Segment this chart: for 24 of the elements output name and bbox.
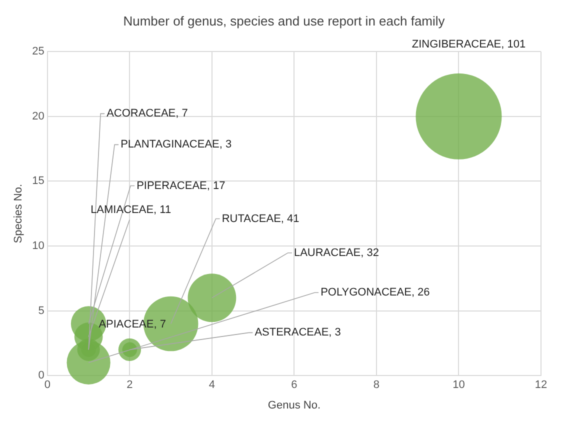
chart-title: Number of genus, species and use report in each family — [123, 13, 446, 28]
data-label: ZINGIBERACEAE, 101 — [412, 38, 526, 50]
y-tick-label: 5 — [38, 304, 44, 317]
x-axis-title: Genus No. — [268, 399, 321, 412]
data-label: PIPERACEAE, 17 — [136, 180, 226, 192]
x-tick-label: 4 — [208, 379, 216, 392]
data-label: RUTACEAE, 41 — [222, 212, 300, 225]
x-tick-label: 6 — [291, 379, 298, 392]
x-tick-label: 2 — [126, 379, 133, 392]
y-tick-label: 0 — [38, 370, 44, 382]
data-label: LAMIACEAE, 11 — [90, 204, 172, 216]
y-tick-label: 20 — [32, 110, 44, 122]
x-tick-label: 10 — [452, 379, 465, 392]
data-label: POLYGONACEAE, 26 — [320, 286, 430, 299]
data-label: LAURACEAE, 32 — [294, 246, 379, 259]
data-label: ASTERACEAE, 3 — [254, 326, 341, 339]
y-tick-label: 15 — [32, 175, 44, 188]
data-label: PLANTAGINACEAE, 3 — [120, 138, 232, 151]
y-axis-title: Species No. — [12, 184, 25, 244]
y-tick-label: 25 — [32, 46, 44, 58]
x-tick-label: 8 — [373, 379, 380, 392]
x-tick-label: 12 — [534, 379, 548, 392]
y-tick-label: 10 — [32, 240, 44, 252]
data-label: ACORACEAE, 7 — [106, 108, 188, 120]
